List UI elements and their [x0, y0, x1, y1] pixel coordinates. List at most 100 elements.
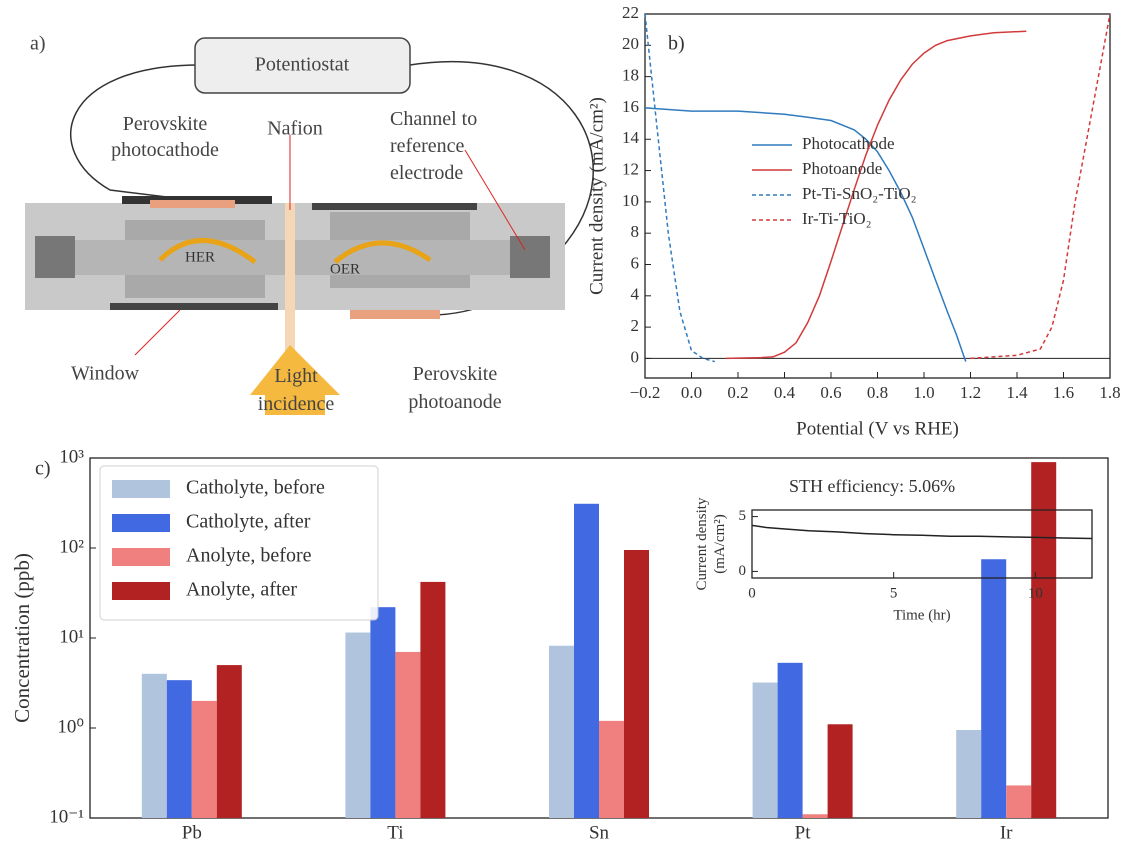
bar: [574, 503, 599, 818]
x-tick-label: 1.8: [1099, 383, 1120, 402]
legend-swatch: [112, 548, 170, 566]
channel: [60, 240, 540, 275]
bar: [1006, 785, 1032, 818]
panel-label: c): [35, 458, 51, 480]
y-tick-label: 10: [622, 191, 639, 210]
legend-label: Catholyte, before: [186, 477, 325, 499]
x-tick-label: 10: [1028, 585, 1043, 601]
bar: [752, 682, 778, 818]
series-line: [726, 30, 1027, 360]
bar: [624, 550, 649, 818]
legend-label: Anolyte, before: [186, 545, 312, 567]
legend-label: Photocathode: [802, 134, 895, 153]
y-tick-label: 0: [631, 347, 640, 366]
fitting: [510, 236, 550, 278]
flow-arrow: [333, 240, 432, 264]
axis-label-line: Current density: [694, 497, 710, 590]
series-line: [644, 107, 967, 362]
x-tick-label: 0: [748, 585, 756, 601]
label-line: photoanode: [408, 391, 501, 413]
x-tick-label: −0.2: [630, 383, 661, 402]
bar: [956, 730, 982, 818]
series-line: [751, 524, 1093, 540]
bar: [345, 632, 371, 818]
bar: [166, 680, 192, 818]
y-tick-label: 2: [631, 316, 640, 335]
bar: [777, 662, 803, 818]
y-tick-label: 10²: [59, 536, 84, 557]
photoanode-plate: [350, 310, 440, 319]
bar: [216, 665, 242, 818]
label: Light incidence: [258, 365, 335, 415]
label: HER: [185, 249, 215, 265]
legend-swatch: [112, 514, 170, 532]
x-tick-label: 1.6: [1053, 383, 1074, 402]
legend-label: Ir-Ti-TiO₂: [802, 209, 872, 228]
x-tick-label: Ti: [387, 822, 403, 843]
photocathode-plate: [150, 200, 235, 208]
label: Potentiostat: [255, 54, 350, 76]
x-tick-label: 1.4: [1006, 383, 1028, 402]
axis-label: Current density (mA/cm²): [694, 497, 728, 590]
x-tick-label: 5: [890, 585, 898, 601]
x-tick-label: 0.6: [820, 383, 841, 402]
membrane: [285, 203, 295, 393]
label: Nafion: [267, 118, 323, 140]
inset-title: STH efficiency: 5.06%: [789, 476, 955, 496]
label-line: Light: [274, 365, 318, 387]
bar: [191, 700, 217, 818]
y-tick-label: 8: [631, 222, 640, 241]
y-tick-label: 10⁻¹: [49, 806, 84, 827]
legend-label: Pt-Ti-SnO₂-TiO₂: [802, 184, 917, 203]
x-tick-label: 0.0: [681, 383, 702, 402]
label: Perovskite photocathode: [111, 113, 219, 161]
y-tick-label: 10⁰: [57, 716, 84, 737]
y-tick-label: 14: [622, 128, 640, 147]
label-line: reference: [390, 135, 464, 157]
plot-frame: [751, 509, 1093, 579]
axis-label: Current density (mA/cm²): [586, 97, 607, 295]
legend-box: [99, 465, 379, 621]
wire: [70, 64, 201, 199]
x-tick-label: 0.2: [727, 383, 748, 402]
label-line: incidence: [258, 393, 335, 415]
window: [110, 303, 278, 310]
legend-swatch: [112, 480, 170, 498]
x-tick-label: Pt: [795, 822, 812, 843]
x-tick-label: 0.4: [774, 383, 796, 402]
legend-label: Photoanode: [802, 159, 882, 178]
bar: [549, 645, 574, 818]
flow-arrow: [158, 238, 257, 264]
y-tick-label: 20: [622, 34, 639, 53]
label-line: Channel to: [390, 108, 477, 130]
x-tick-label: Pb: [182, 822, 202, 843]
potentiostat-box: [194, 37, 411, 94]
y-tick-label: 22: [622, 3, 639, 22]
y-tick-label: 5: [739, 508, 747, 524]
axis-label: Potential (V vs RHE): [796, 418, 959, 439]
bar: [1031, 462, 1057, 818]
axis-label: Time (hr): [893, 607, 950, 623]
x-tick-label: 1.0: [913, 383, 934, 402]
window: [312, 203, 477, 210]
label: Perovskite photoanode: [408, 363, 501, 413]
label: OER: [330, 261, 360, 277]
fitting: [35, 236, 75, 278]
y-tick-label: 4: [631, 285, 640, 304]
pointer: [464, 149, 526, 251]
x-tick-label: Ir: [1000, 822, 1013, 843]
bar: [827, 724, 853, 818]
x-tick-label: 1.2: [960, 383, 981, 402]
setup-diagram: a) Potentiostat Perovskite photocathode N…: [25, 33, 594, 415]
bar: [141, 673, 167, 818]
panel-label: b): [668, 33, 685, 55]
panel-label: a): [30, 33, 46, 55]
bar: [395, 651, 421, 818]
label-line: photocathode: [111, 139, 219, 161]
legend-swatch: [112, 582, 170, 600]
label: Channel to reference electrode: [390, 108, 477, 184]
y-tick-label: 18: [622, 66, 639, 85]
label: Window: [71, 363, 140, 385]
pointer: [134, 309, 181, 356]
y-tick-label: 10¹: [59, 626, 84, 647]
